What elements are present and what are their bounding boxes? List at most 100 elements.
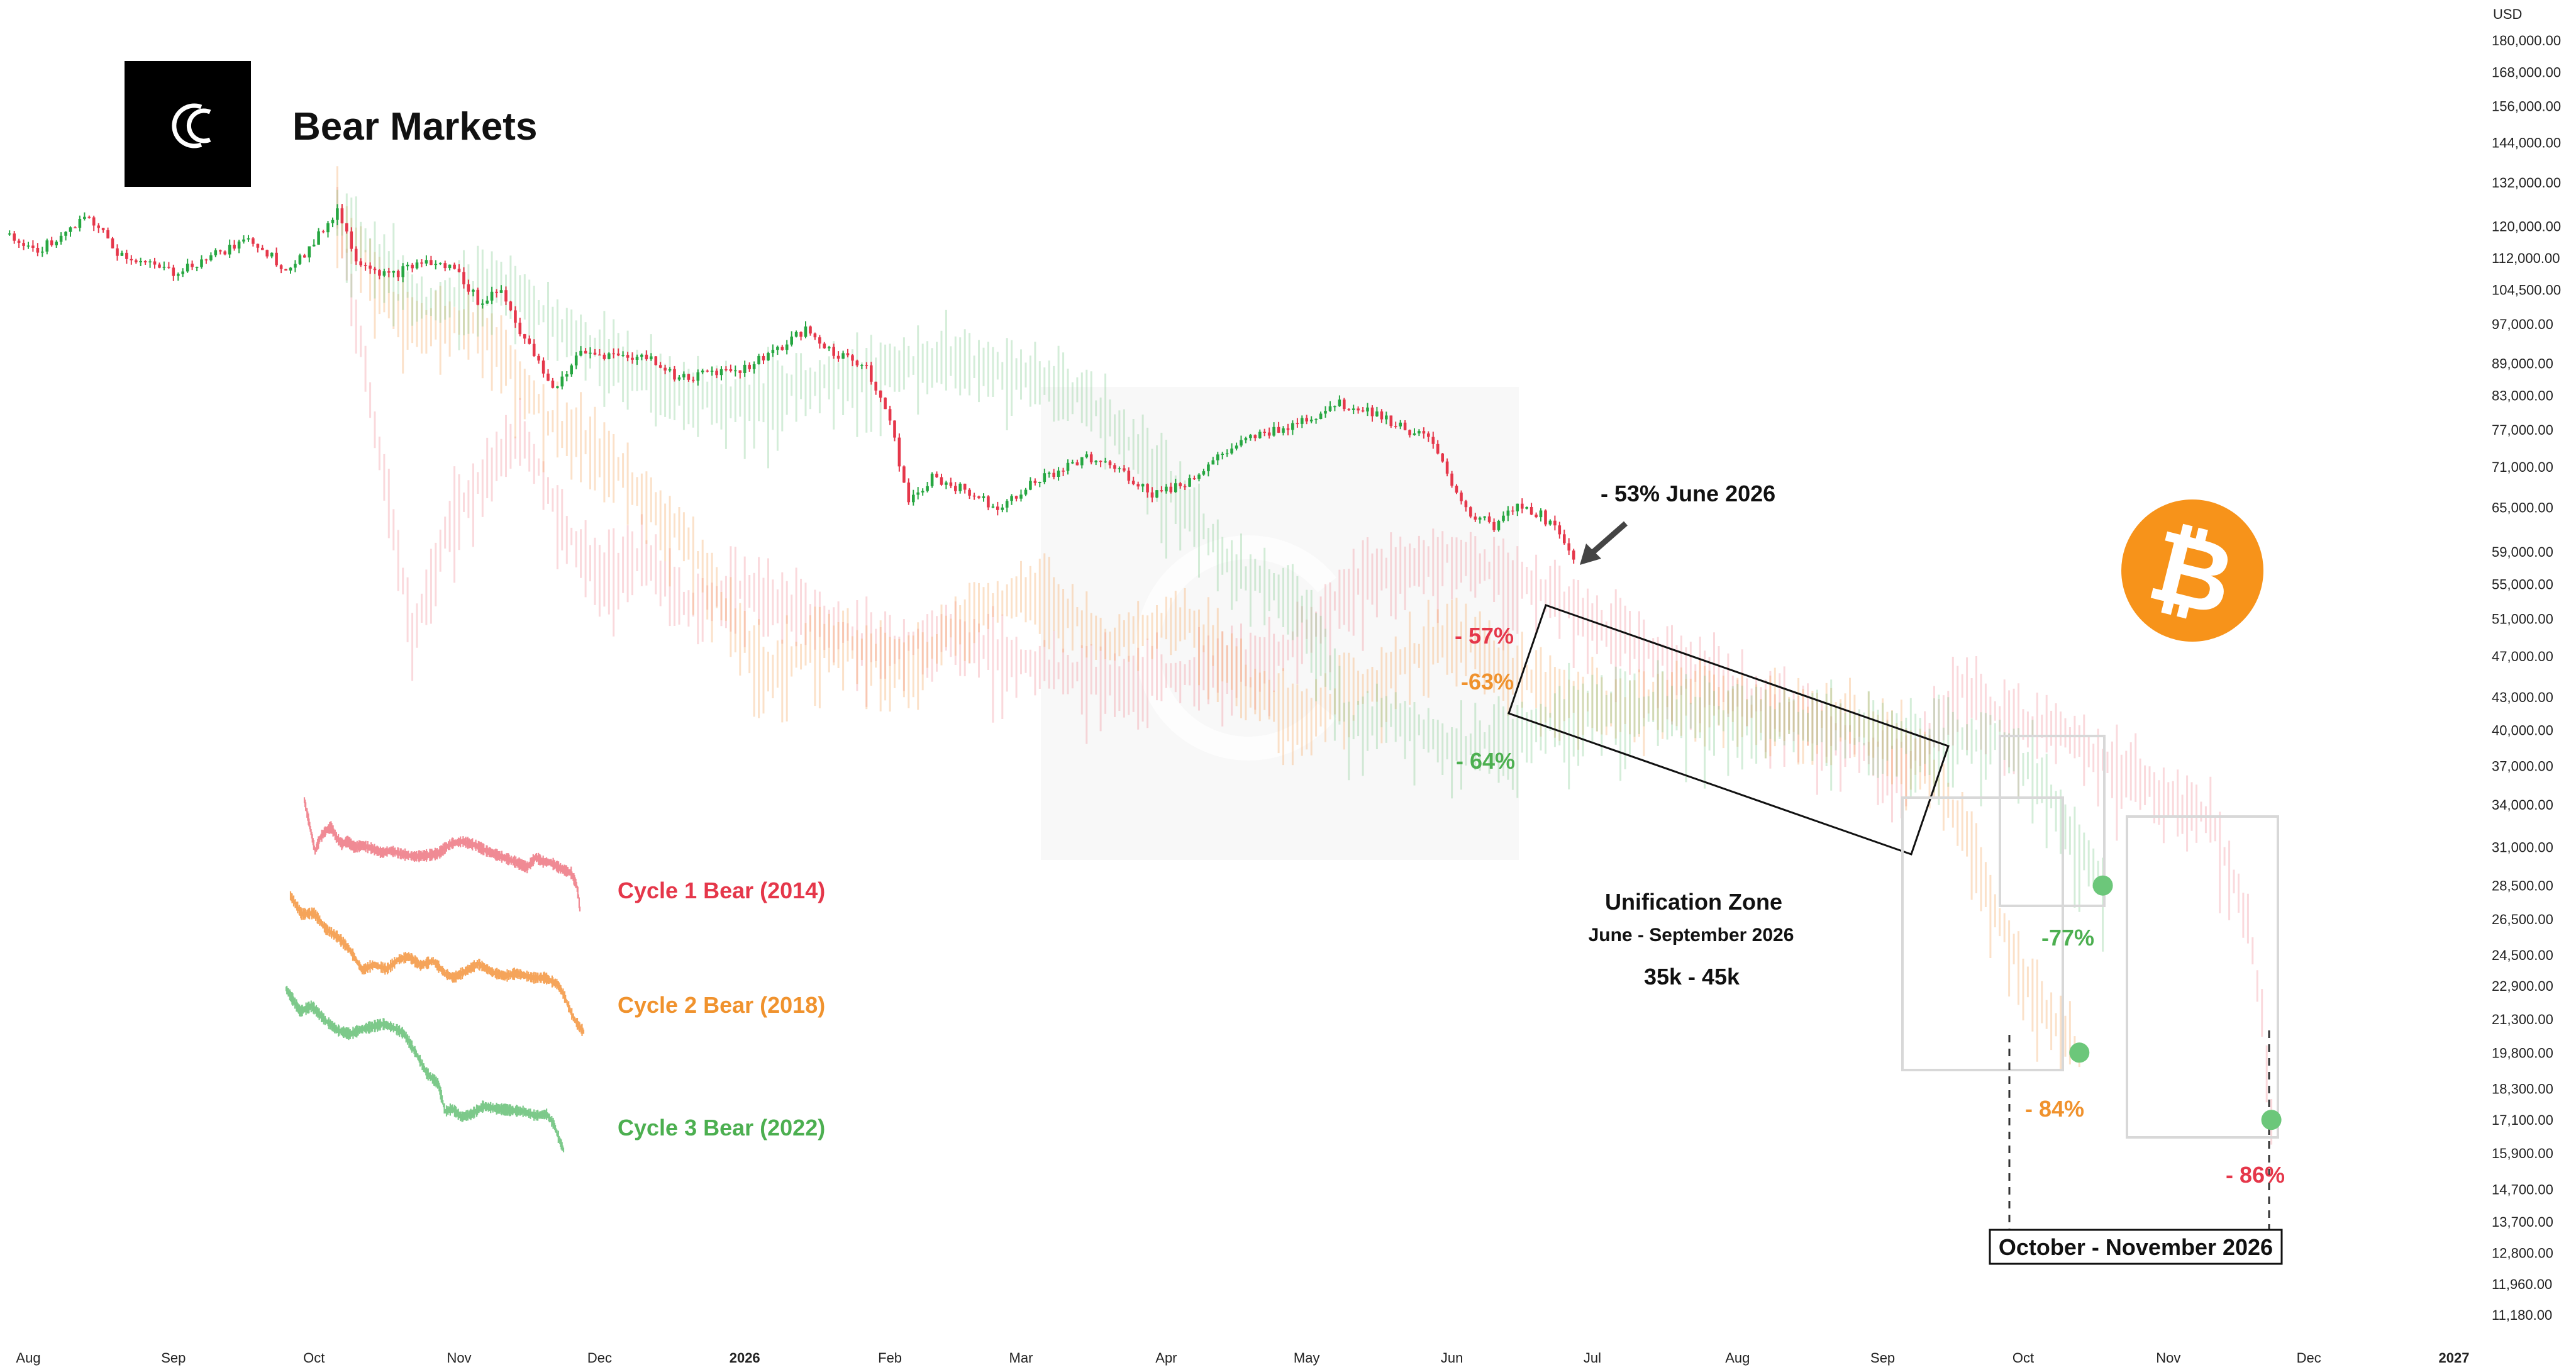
candle-body [214,250,218,255]
bottom-marker-dot [2069,1042,2090,1063]
y-tick-label: 55,000.00 [2492,576,2553,592]
candle-body [1301,418,1304,424]
candle-body [1436,443,1440,454]
candle-body [191,264,194,267]
candle-body [1001,507,1004,510]
candle-body [1567,543,1570,551]
candle-body [228,245,231,255]
candle-body [841,353,845,359]
candle-body [1113,465,1116,469]
candle-body [1230,449,1233,454]
candle-body [336,208,339,220]
candle-body [186,264,189,272]
y-tick-label: 180,000.00 [2492,33,2561,48]
zone-boxes [1507,604,2279,1232]
candle-body [359,261,362,265]
candle-body [963,483,967,490]
candle-body [949,482,953,486]
candle-body [1075,462,1079,466]
header: Bear Markets [125,61,537,187]
candle-body [851,355,854,361]
candle-body [434,264,438,265]
candle-body [1202,471,1206,475]
y-tick-label: 17,100.00 [2492,1112,2553,1128]
candle-body [350,231,353,249]
x-tick-label: 2027 [2439,1350,2470,1366]
candle-body [631,357,634,360]
candle-body [242,239,245,242]
candle-body [1118,468,1121,469]
candle-body [1174,483,1177,493]
candle-body [457,269,461,272]
candle-body [425,260,428,264]
bottom-window-label: October - November 2026 [1999,1234,2273,1260]
candle-body [87,216,91,218]
candle-body [8,233,11,235]
candle-body [252,238,255,244]
cycle2-drawdown-label: -63% [1461,669,1514,694]
candle-body [1014,496,1018,499]
y-tick-label: 14,700.00 [2492,1181,2553,1197]
candle-body [1563,534,1566,544]
candle-body [64,231,67,236]
candle-body [743,364,747,373]
candle-body [158,264,161,268]
candle-body [1544,510,1547,525]
y-tick-label: 65,000.00 [2492,500,2553,516]
candle-body [593,352,597,355]
candle-body [541,360,545,374]
candle-body [1309,420,1313,421]
candle-body [1408,430,1411,435]
y-tick-label: 59,000.00 [2492,544,2553,560]
x-tick-label: Feb [878,1350,902,1366]
candle-body [1319,413,1323,419]
legend-sparkline [289,891,585,1036]
candle-body [836,355,840,359]
x-tick-label: Oct [303,1350,325,1366]
candle-body [1418,431,1421,433]
y-tick-label: 28,500.00 [2492,878,2553,894]
x-axis: Aug Sep Oct Nov Dec 2026 Feb Mar Apr May Jun Jul Aug… [16,1350,2469,1366]
candle-body [916,492,919,495]
candle-body [1188,478,1191,487]
x-tick-label: Mar [1009,1350,1033,1366]
candle-body [794,332,798,337]
candle-body [1370,407,1374,416]
candle-body [823,343,826,349]
candle-body [677,377,681,380]
y-tick-label: 21,300.00 [2492,1012,2553,1027]
candle-body [884,398,887,410]
y-tick-label: 37,000.00 [2492,758,2553,774]
candle-body [602,354,606,359]
candle-body [1539,510,1543,518]
candle-body [26,245,30,247]
bottom-markers [2069,875,2282,1130]
y-tick-label: 31,000.00 [2492,839,2553,855]
candle-body [1062,471,1065,472]
candle-body [846,353,850,355]
candle-body [855,360,859,365]
candle-body [1445,461,1449,474]
candle-body [1282,428,1285,433]
candle-body [1235,445,1238,449]
candle-body [809,326,812,334]
candle-body [1474,516,1477,520]
candle-body [106,230,109,238]
x-tick-label: May [1294,1350,1320,1366]
candle-body [1535,515,1538,518]
candle-body [1089,454,1093,462]
candle-body [50,240,53,245]
candle-body [1413,433,1416,435]
candle-body [977,496,980,498]
candle-body [200,259,203,267]
x-tick-label: Jun [1441,1350,1463,1366]
candle-body [1221,454,1224,455]
candle-body [1548,520,1552,525]
candle-body [125,252,128,259]
candle-body [369,265,372,269]
candle-body [1286,428,1290,430]
candle-body [326,223,330,233]
candle-body [537,355,540,361]
candle-body [78,219,82,228]
candle-body [958,483,962,491]
